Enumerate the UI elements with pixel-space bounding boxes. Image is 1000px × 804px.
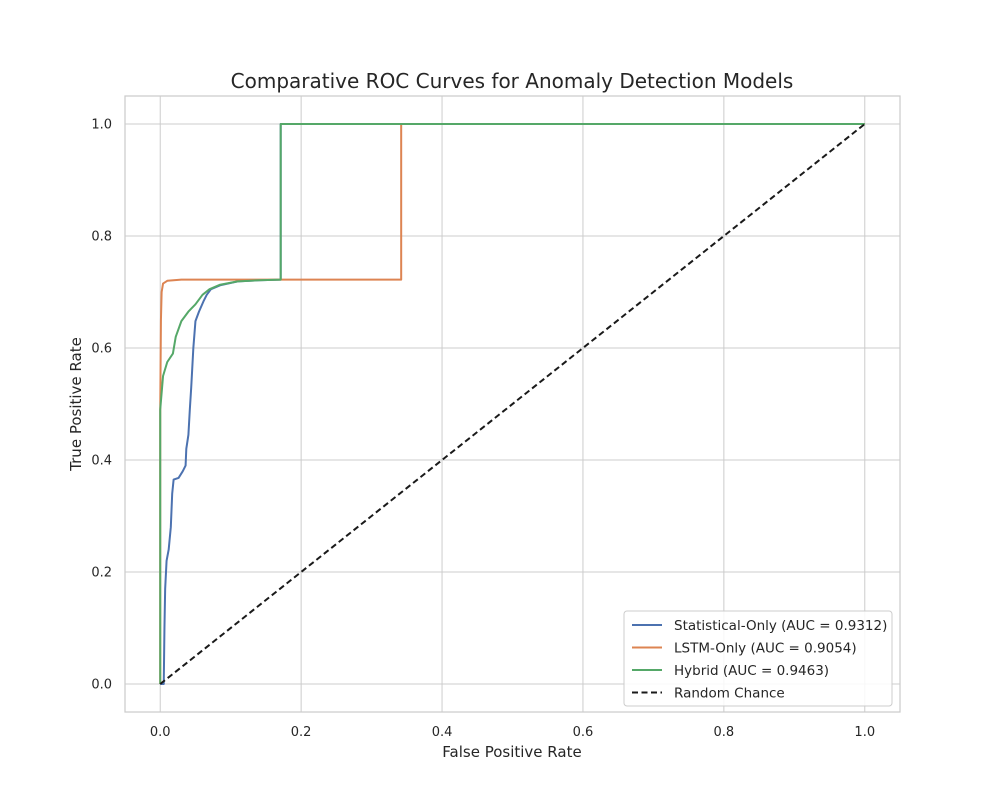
legend: Statistical-Only (AUC = 0.9312) LSTM-Only… (623, 610, 893, 707)
x-tick-label: 1.0 (854, 725, 875, 740)
x-tick-label: 0.0 (150, 725, 171, 740)
x-axis-label: False Positive Rate (442, 743, 581, 761)
y-tick-label: 0.0 (91, 678, 112, 693)
y-tick-label: 0.6 (91, 342, 112, 357)
legend-label: LSTM-Only (AUC = 0.9054) (674, 641, 857, 657)
y-tick-label: 0.8 (91, 230, 112, 245)
legend-label: Statistical-Only (AUC = 0.9312) (674, 618, 887, 634)
x-tick-label: 0.2 (291, 725, 312, 740)
y-tick-label: 1.0 (91, 118, 112, 133)
legend-label: Hybrid (AUC = 0.9463) (674, 663, 829, 679)
x-tick-label: 0.6 (573, 725, 594, 740)
legend-label: Random Chance (674, 686, 785, 702)
legend-box (623, 610, 893, 707)
x-tick-label: 0.8 (714, 725, 735, 740)
plot-frame (124, 95, 901, 713)
series-line-lstm-only (159, 123, 865, 684)
x-tick-label: 0.4 (432, 725, 453, 740)
x-axis-ticks: 0.0 0.2 0.4 0.6 0.8 1.0 (150, 725, 875, 740)
grid (125, 96, 900, 712)
series-line-hybrid (159, 123, 865, 684)
chart-title: Comparative ROC Curves for Anomaly Detec… (231, 69, 794, 93)
roc-curves (159, 123, 866, 685)
y-tick-label: 0.4 (91, 454, 112, 469)
y-axis-label: True Positive Rate (67, 337, 85, 472)
axes-frame (124, 95, 901, 713)
y-tick-label: 0.2 (91, 566, 112, 581)
series-line-random-chance (159, 123, 866, 685)
y-axis-ticks: 0.0 0.2 0.4 0.6 0.8 1.0 (91, 118, 112, 693)
